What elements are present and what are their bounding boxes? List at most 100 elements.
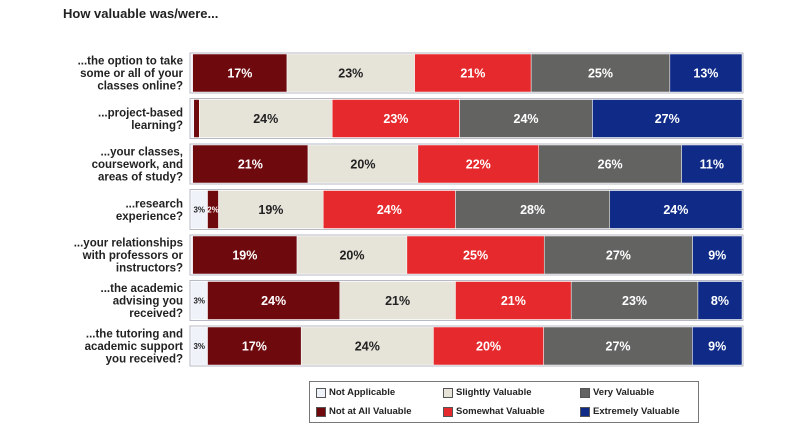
bar-row: ...the option to take some or all of your…: [78, 52, 744, 94]
bar-segment: [414, 53, 532, 93]
category-label-line: areas of study?: [98, 172, 183, 184]
category-label: ...the tutoring and academic support you r…: [85, 329, 184, 366]
data-label: 24%: [253, 112, 278, 126]
data-label: 27%: [606, 340, 631, 354]
category-label-line: some or all of your: [80, 68, 183, 80]
bar-row: ...your classes, coursework, and areas of …: [92, 143, 744, 185]
data-label: 24%: [355, 340, 380, 354]
data-label: 24%: [514, 112, 539, 126]
bar-row: ...the academic advising you received? 3% 24…: [101, 280, 744, 321]
bar-row: ...research experience? 3% 2% 19% 24% 28% 24%: [116, 189, 744, 230]
data-label: 3%: [193, 342, 205, 351]
data-label: 9%: [708, 340, 726, 354]
bar-row: ...your relationships with professors or i…: [74, 234, 744, 276]
category-label-line: ...the academic: [101, 283, 184, 295]
legend-item: Slightly Valuable: [443, 387, 532, 398]
bar-segment: [459, 99, 593, 138]
data-label: 24%: [377, 203, 402, 217]
bar-segment: [543, 235, 693, 275]
data-label: 22%: [466, 158, 491, 172]
legend-item: Not Applicable: [316, 387, 395, 398]
bar-segment: [681, 144, 743, 184]
data-label: 9%: [708, 249, 726, 263]
bar-segment: [190, 99, 195, 138]
category-label-line: coursework, and: [92, 159, 183, 171]
category-label-line: ...the option to take: [78, 56, 183, 68]
data-label: 19%: [232, 249, 257, 263]
legend-item: Not at All Valuable: [316, 406, 412, 417]
data-label: 21%: [460, 67, 485, 81]
data-label: 13%: [693, 67, 718, 81]
data-label: 17%: [242, 340, 267, 354]
data-label: 2%: [207, 206, 219, 215]
legend-swatch: [443, 387, 453, 398]
data-label: 28%: [520, 203, 545, 217]
category-label-line: you received?: [106, 354, 183, 366]
legend-item: Very Valuable: [580, 387, 654, 398]
data-label: 17%: [227, 67, 252, 81]
data-label: 25%: [463, 249, 488, 263]
bar-segment: [592, 99, 743, 138]
data-label: 8%: [711, 294, 729, 308]
category-label-line: received?: [129, 308, 183, 320]
data-label: 21%: [385, 294, 410, 308]
legend-swatch: [316, 406, 326, 417]
data-label: 24%: [663, 203, 688, 217]
bar-row: ...the tutoring and academic support you r…: [85, 325, 744, 367]
legend-swatch: [443, 406, 453, 417]
legend-swatch: [580, 387, 590, 398]
legend-swatch: [316, 387, 326, 398]
data-label: 25%: [588, 67, 613, 81]
bar-segment: [433, 326, 544, 366]
category-label: ...your relationships with professors or i…: [74, 238, 184, 275]
bar-segment: [207, 326, 302, 366]
bar-row: ...project-based learning? 24% 23% 24% 27%: [98, 98, 744, 139]
category-label: ...the academic advising you received?: [101, 283, 184, 320]
legend-label: Somewhat Valuable: [456, 406, 545, 417]
bar-segment: [300, 326, 434, 366]
bar-segment: [192, 144, 309, 184]
category-label-line: instructors?: [116, 263, 183, 275]
category-label: ...research experience?: [116, 198, 183, 223]
legend-label: Extremely Valuable: [593, 406, 680, 417]
bar-segment: [692, 326, 743, 366]
category-label-line: advising you: [113, 296, 183, 308]
category-label-line: learning?: [131, 120, 183, 132]
data-label: 20%: [476, 340, 501, 354]
bar-segment: [218, 190, 324, 229]
data-label: 23%: [622, 294, 647, 308]
data-label: 27%: [655, 112, 680, 126]
data-label: 11%: [700, 158, 724, 172]
bar-segment: [692, 235, 743, 275]
data-label: 3%: [193, 297, 205, 306]
bar-segment: [331, 99, 460, 138]
data-label: 23%: [383, 112, 408, 126]
bar-segment: [417, 144, 539, 184]
category-label-line: with professors or: [82, 250, 184, 262]
bar-segment: [455, 281, 572, 320]
data-label: 27%: [606, 249, 631, 263]
legend-label: Very Valuable: [593, 387, 655, 398]
bar-segment: [322, 190, 456, 229]
stacked-bar-chart: ...the option to take some or all of your…: [74, 52, 744, 367]
data-label: 3%: [193, 206, 205, 215]
category-label-line: ...project-based: [98, 107, 183, 119]
data-label: 23%: [338, 67, 363, 81]
legend-label: Not at All Valuable: [329, 406, 412, 417]
category-label-line: classes online?: [97, 81, 183, 93]
bar-segment: [193, 99, 200, 138]
category-label-line: experience?: [116, 211, 183, 223]
legend-label: Not Applicable: [329, 387, 396, 398]
bar-segment: [530, 53, 671, 93]
data-label: 19%: [258, 203, 283, 217]
bar-segment: [543, 326, 693, 366]
bar-segment: [669, 53, 743, 93]
chart-title: How valuable was/were...: [63, 6, 219, 21]
legend-swatch: [580, 406, 590, 417]
data-label: 20%: [350, 158, 375, 172]
category-label-line: ...research: [125, 198, 183, 210]
data-label: 24%: [261, 294, 286, 308]
category-label: ...project-based learning?: [98, 107, 183, 132]
category-label-line: academic support: [85, 341, 184, 353]
data-label: 21%: [238, 158, 263, 172]
